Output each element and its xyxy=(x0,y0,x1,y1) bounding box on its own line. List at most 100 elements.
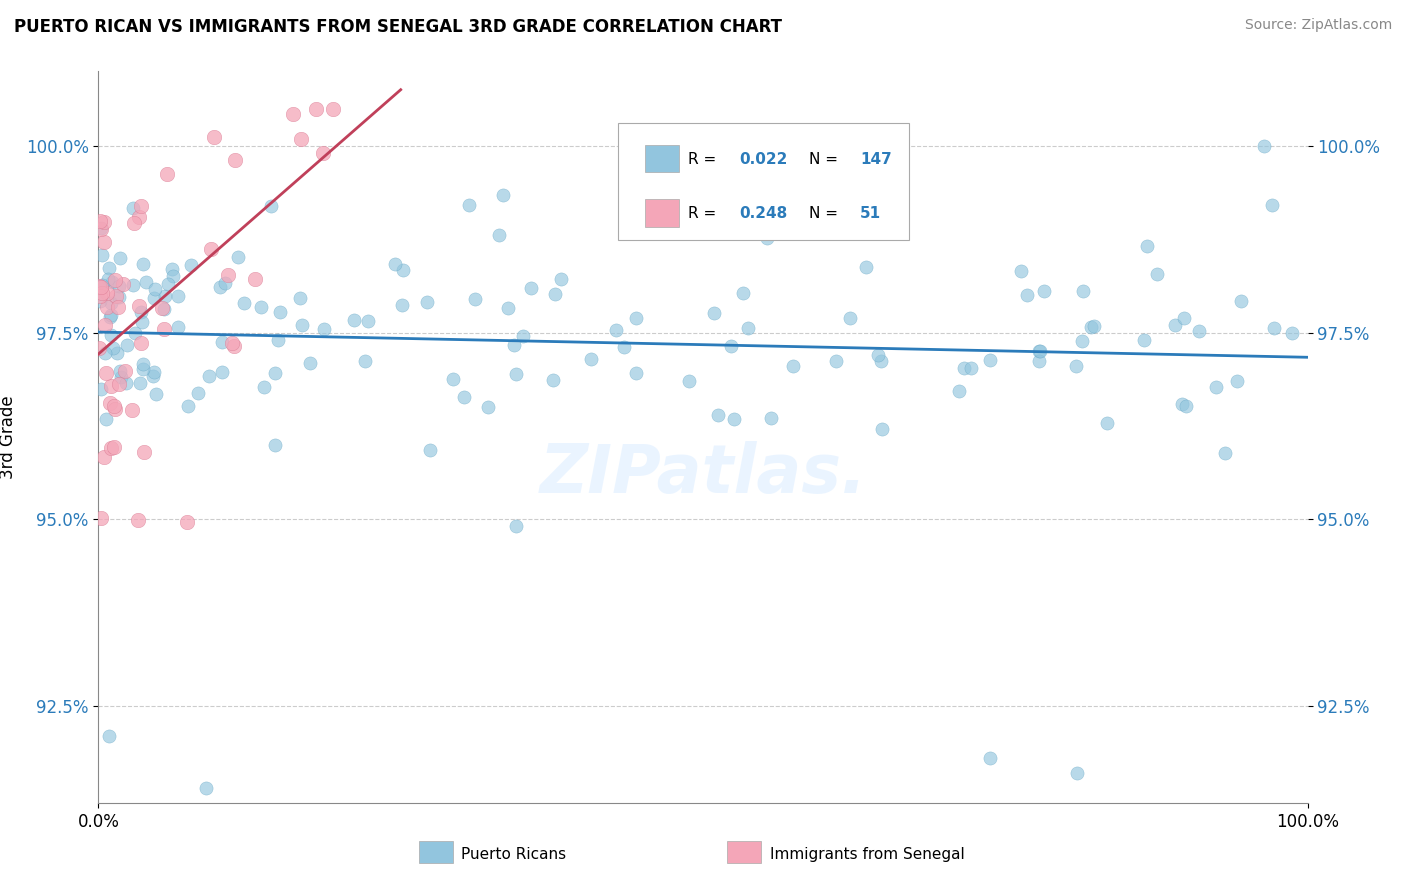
Point xyxy=(1095,416,1118,430)
Point xyxy=(156,167,179,181)
Point xyxy=(217,268,239,282)
Point xyxy=(1213,446,1236,460)
Point xyxy=(737,321,759,335)
Point xyxy=(720,338,742,352)
Point xyxy=(128,299,150,313)
Point xyxy=(1170,396,1192,410)
Point xyxy=(1263,321,1285,335)
Point xyxy=(1173,311,1195,326)
Point xyxy=(1080,320,1102,334)
Point xyxy=(605,323,627,337)
Point xyxy=(221,336,243,351)
Point xyxy=(579,351,602,366)
Point xyxy=(733,285,755,300)
Point xyxy=(93,450,115,465)
Point xyxy=(1028,354,1050,368)
Point xyxy=(1083,319,1105,334)
Point xyxy=(228,250,250,264)
Point xyxy=(392,263,415,277)
Point xyxy=(952,361,974,376)
Point xyxy=(703,306,725,320)
Point xyxy=(96,411,118,425)
Point xyxy=(177,399,200,413)
Point xyxy=(91,248,114,262)
Point xyxy=(979,353,1001,368)
Point xyxy=(872,422,894,436)
Point xyxy=(288,291,311,305)
Point xyxy=(492,187,515,202)
Point xyxy=(100,327,122,342)
Text: Puerto Ricans: Puerto Ricans xyxy=(461,847,567,862)
Point xyxy=(1070,334,1092,348)
Point xyxy=(103,399,125,413)
Point xyxy=(103,440,125,454)
Point xyxy=(419,442,441,457)
Y-axis label: 3rd Grade: 3rd Grade xyxy=(0,395,17,479)
Point xyxy=(100,308,122,322)
Point xyxy=(453,390,475,404)
Point xyxy=(142,365,165,379)
Text: Immigrants from Senegal: Immigrants from Senegal xyxy=(769,847,965,862)
Point xyxy=(150,301,173,315)
Point xyxy=(129,199,152,213)
Point xyxy=(89,289,111,303)
Point xyxy=(90,511,112,525)
Point xyxy=(157,277,180,291)
Point xyxy=(264,366,287,380)
Text: R =: R = xyxy=(689,206,721,221)
Point xyxy=(283,107,305,121)
Point xyxy=(94,366,117,380)
Point xyxy=(89,342,111,356)
Point xyxy=(1174,400,1197,414)
Point xyxy=(1146,267,1168,281)
Text: N =: N = xyxy=(810,152,844,167)
Point xyxy=(544,286,567,301)
Point xyxy=(1229,294,1251,309)
Point xyxy=(312,146,335,161)
Point xyxy=(96,285,118,300)
Point xyxy=(202,129,225,144)
Point xyxy=(391,298,413,312)
Point xyxy=(135,276,157,290)
Point xyxy=(107,376,129,391)
Point xyxy=(96,271,118,285)
Text: 0.022: 0.022 xyxy=(740,152,787,167)
FancyBboxPatch shape xyxy=(619,122,908,240)
Point xyxy=(825,353,848,368)
Point xyxy=(110,251,132,265)
Point xyxy=(167,289,190,303)
Point xyxy=(87,278,110,293)
Point xyxy=(245,272,267,286)
Point xyxy=(1136,239,1159,253)
Point xyxy=(613,340,636,354)
Point xyxy=(269,305,291,319)
Point xyxy=(114,364,136,378)
Point xyxy=(143,291,166,305)
Point xyxy=(112,277,135,291)
Point xyxy=(342,313,364,327)
Point xyxy=(299,355,322,369)
Point xyxy=(93,235,115,250)
Point xyxy=(1281,326,1303,340)
Point xyxy=(90,383,112,397)
Point xyxy=(541,373,564,387)
Point xyxy=(1133,333,1156,347)
Point xyxy=(519,280,541,294)
Point xyxy=(264,438,287,452)
FancyBboxPatch shape xyxy=(727,841,761,863)
Point xyxy=(98,310,121,324)
Point xyxy=(1205,380,1227,394)
Point xyxy=(162,269,184,284)
Point xyxy=(96,300,118,314)
FancyBboxPatch shape xyxy=(645,199,679,227)
Point xyxy=(104,273,127,287)
Point xyxy=(121,202,143,216)
Point xyxy=(441,372,464,386)
Point xyxy=(198,368,221,383)
Point xyxy=(110,370,132,384)
Point xyxy=(1253,139,1275,153)
Point xyxy=(124,326,146,340)
Point xyxy=(723,412,745,426)
Point xyxy=(153,289,176,303)
Point xyxy=(167,319,190,334)
